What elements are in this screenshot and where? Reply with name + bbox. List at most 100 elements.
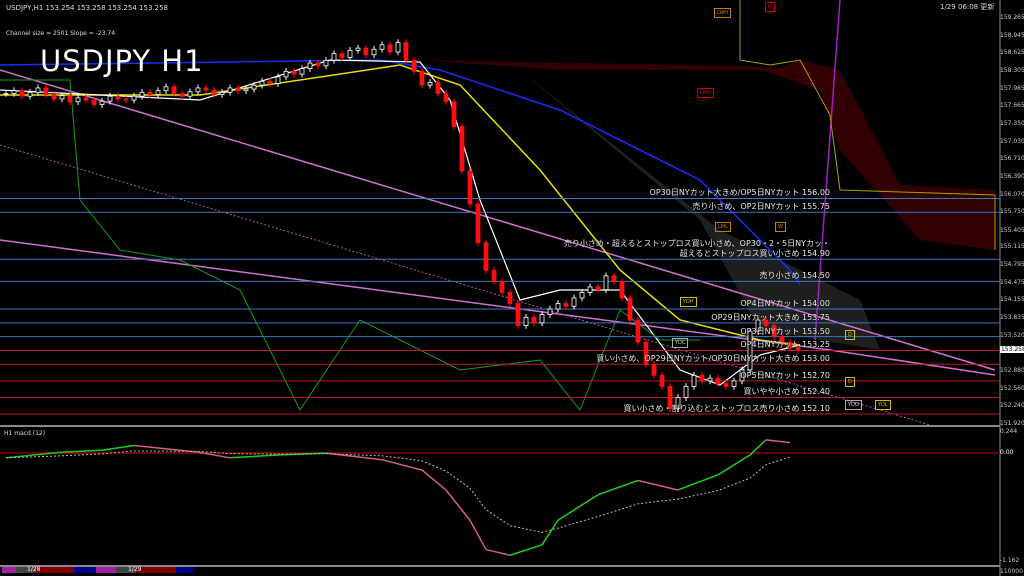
box-ydc: YDC bbox=[672, 338, 689, 348]
box-d: D bbox=[845, 330, 855, 340]
candle-body bbox=[331, 53, 337, 61]
candle-body bbox=[771, 325, 777, 338]
candle-body bbox=[755, 319, 761, 332]
candle-body bbox=[115, 95, 121, 100]
candle-body bbox=[707, 377, 713, 382]
candle-body bbox=[219, 91, 225, 95]
macd-label: H1 macd (12) bbox=[4, 430, 46, 437]
candle-body bbox=[283, 70, 289, 78]
level-label: 超えるとストップロス買い小さめ 154.90 bbox=[679, 249, 830, 259]
candle-body bbox=[547, 308, 553, 315]
candle-body bbox=[451, 101, 457, 128]
price-tick: 158.305 bbox=[1000, 67, 1024, 75]
candle-body bbox=[779, 336, 785, 343]
candle-body bbox=[259, 80, 265, 86]
candle-body bbox=[371, 48, 377, 56]
box-lwh: LWH bbox=[714, 8, 732, 18]
candle-body bbox=[35, 87, 41, 93]
candle-body bbox=[99, 100, 105, 105]
macd-segment bbox=[717, 454, 751, 476]
candle-body bbox=[523, 316, 529, 327]
candle-body bbox=[475, 203, 481, 244]
candle-body bbox=[347, 49, 353, 58]
candle-body bbox=[731, 380, 737, 387]
level-label: 売り小さめ、OP2日NYカット 155.75 bbox=[692, 202, 830, 212]
candle-body bbox=[427, 81, 433, 86]
macd-bottom-label: 110000 bbox=[1000, 568, 1023, 575]
candle-body bbox=[3, 93, 9, 95]
candle-body bbox=[163, 86, 169, 92]
candle-body bbox=[67, 95, 73, 103]
candle-body bbox=[235, 87, 241, 92]
ichimoku-cloud bbox=[420, 60, 995, 350]
candle-body bbox=[43, 87, 49, 95]
candle-body bbox=[723, 383, 729, 387]
candle-body bbox=[171, 86, 177, 94]
level-label: OP4日NYカット 153.25 bbox=[740, 340, 830, 350]
macd-tick: 0.00 bbox=[1000, 449, 1014, 456]
candle-body bbox=[395, 42, 401, 53]
candle-body bbox=[211, 89, 217, 95]
candle-body bbox=[187, 91, 193, 97]
candle-body bbox=[611, 275, 617, 282]
macd-segment bbox=[101, 444, 135, 451]
price-tick: 155.750 bbox=[1000, 208, 1024, 216]
candle-body bbox=[147, 91, 153, 95]
candle-body bbox=[691, 374, 697, 387]
candle-body bbox=[595, 286, 601, 291]
candle-body bbox=[491, 269, 497, 282]
candle-body bbox=[339, 53, 345, 58]
candle-body bbox=[203, 87, 209, 91]
candle-body bbox=[467, 170, 473, 205]
candle-body bbox=[579, 292, 585, 299]
price-tick: 158.945 bbox=[1000, 31, 1024, 39]
price-tick: 151.920 bbox=[1000, 420, 1024, 427]
candle-body bbox=[483, 242, 489, 271]
candle-body bbox=[675, 397, 681, 409]
macd-signal-line bbox=[5, 450, 791, 533]
candle-body bbox=[59, 95, 65, 100]
candle-body bbox=[27, 91, 33, 97]
candle-body bbox=[251, 84, 257, 90]
macd-segment bbox=[557, 494, 599, 521]
level-label: 買い小さめ、OP29日NYカット/OP30日NYカット大きめ 153.00 bbox=[596, 354, 830, 364]
candle-body bbox=[683, 386, 689, 398]
level-label: 売り小さめ・超えるとストップロス買い小さめ、OP30・2・5日NYカッ・ bbox=[563, 239, 830, 249]
macd-segment bbox=[229, 454, 279, 459]
price-tick: 155.405 bbox=[1000, 227, 1024, 235]
candle-body bbox=[379, 44, 385, 50]
candlestick-series bbox=[3, 39, 801, 412]
level-label: 買い小さめ・割り込むとストップロス売り小さめ 152.10 bbox=[623, 404, 830, 414]
macd-segment bbox=[469, 519, 487, 550]
candle-body bbox=[795, 347, 801, 351]
macd-segment bbox=[749, 439, 767, 456]
candle-body bbox=[315, 62, 321, 67]
macd-segment bbox=[197, 451, 231, 459]
candle-body bbox=[531, 316, 537, 324]
candle-body bbox=[651, 363, 657, 376]
candle-body bbox=[539, 314, 545, 324]
level-label: 買いやや小さめ 152.40 bbox=[743, 387, 830, 397]
box-lml: LML bbox=[715, 222, 731, 232]
candle-body bbox=[739, 369, 745, 382]
candle-body bbox=[19, 90, 25, 97]
candle-body bbox=[419, 70, 425, 86]
candle-body bbox=[307, 62, 313, 69]
candle-body bbox=[291, 70, 297, 75]
candle-body bbox=[299, 68, 305, 75]
time-label: 1/29 bbox=[128, 566, 142, 573]
level-label: OP4日NYカット 154.00 bbox=[740, 299, 830, 309]
macd-series bbox=[5, 439, 791, 556]
box-ydl: YDL bbox=[875, 400, 891, 410]
channel-info: Channel size = 2501 Slope = -23.74 bbox=[6, 30, 116, 37]
candle-body bbox=[619, 280, 625, 299]
candle-body bbox=[635, 319, 641, 343]
candle-body bbox=[459, 126, 465, 172]
candle-body bbox=[787, 341, 793, 349]
macd-segment bbox=[677, 474, 719, 491]
candle-body bbox=[51, 94, 57, 100]
macd-segment bbox=[541, 519, 559, 546]
price-tick: 156.390 bbox=[1000, 172, 1024, 180]
price-tick: 159.265 bbox=[1000, 14, 1024, 21]
